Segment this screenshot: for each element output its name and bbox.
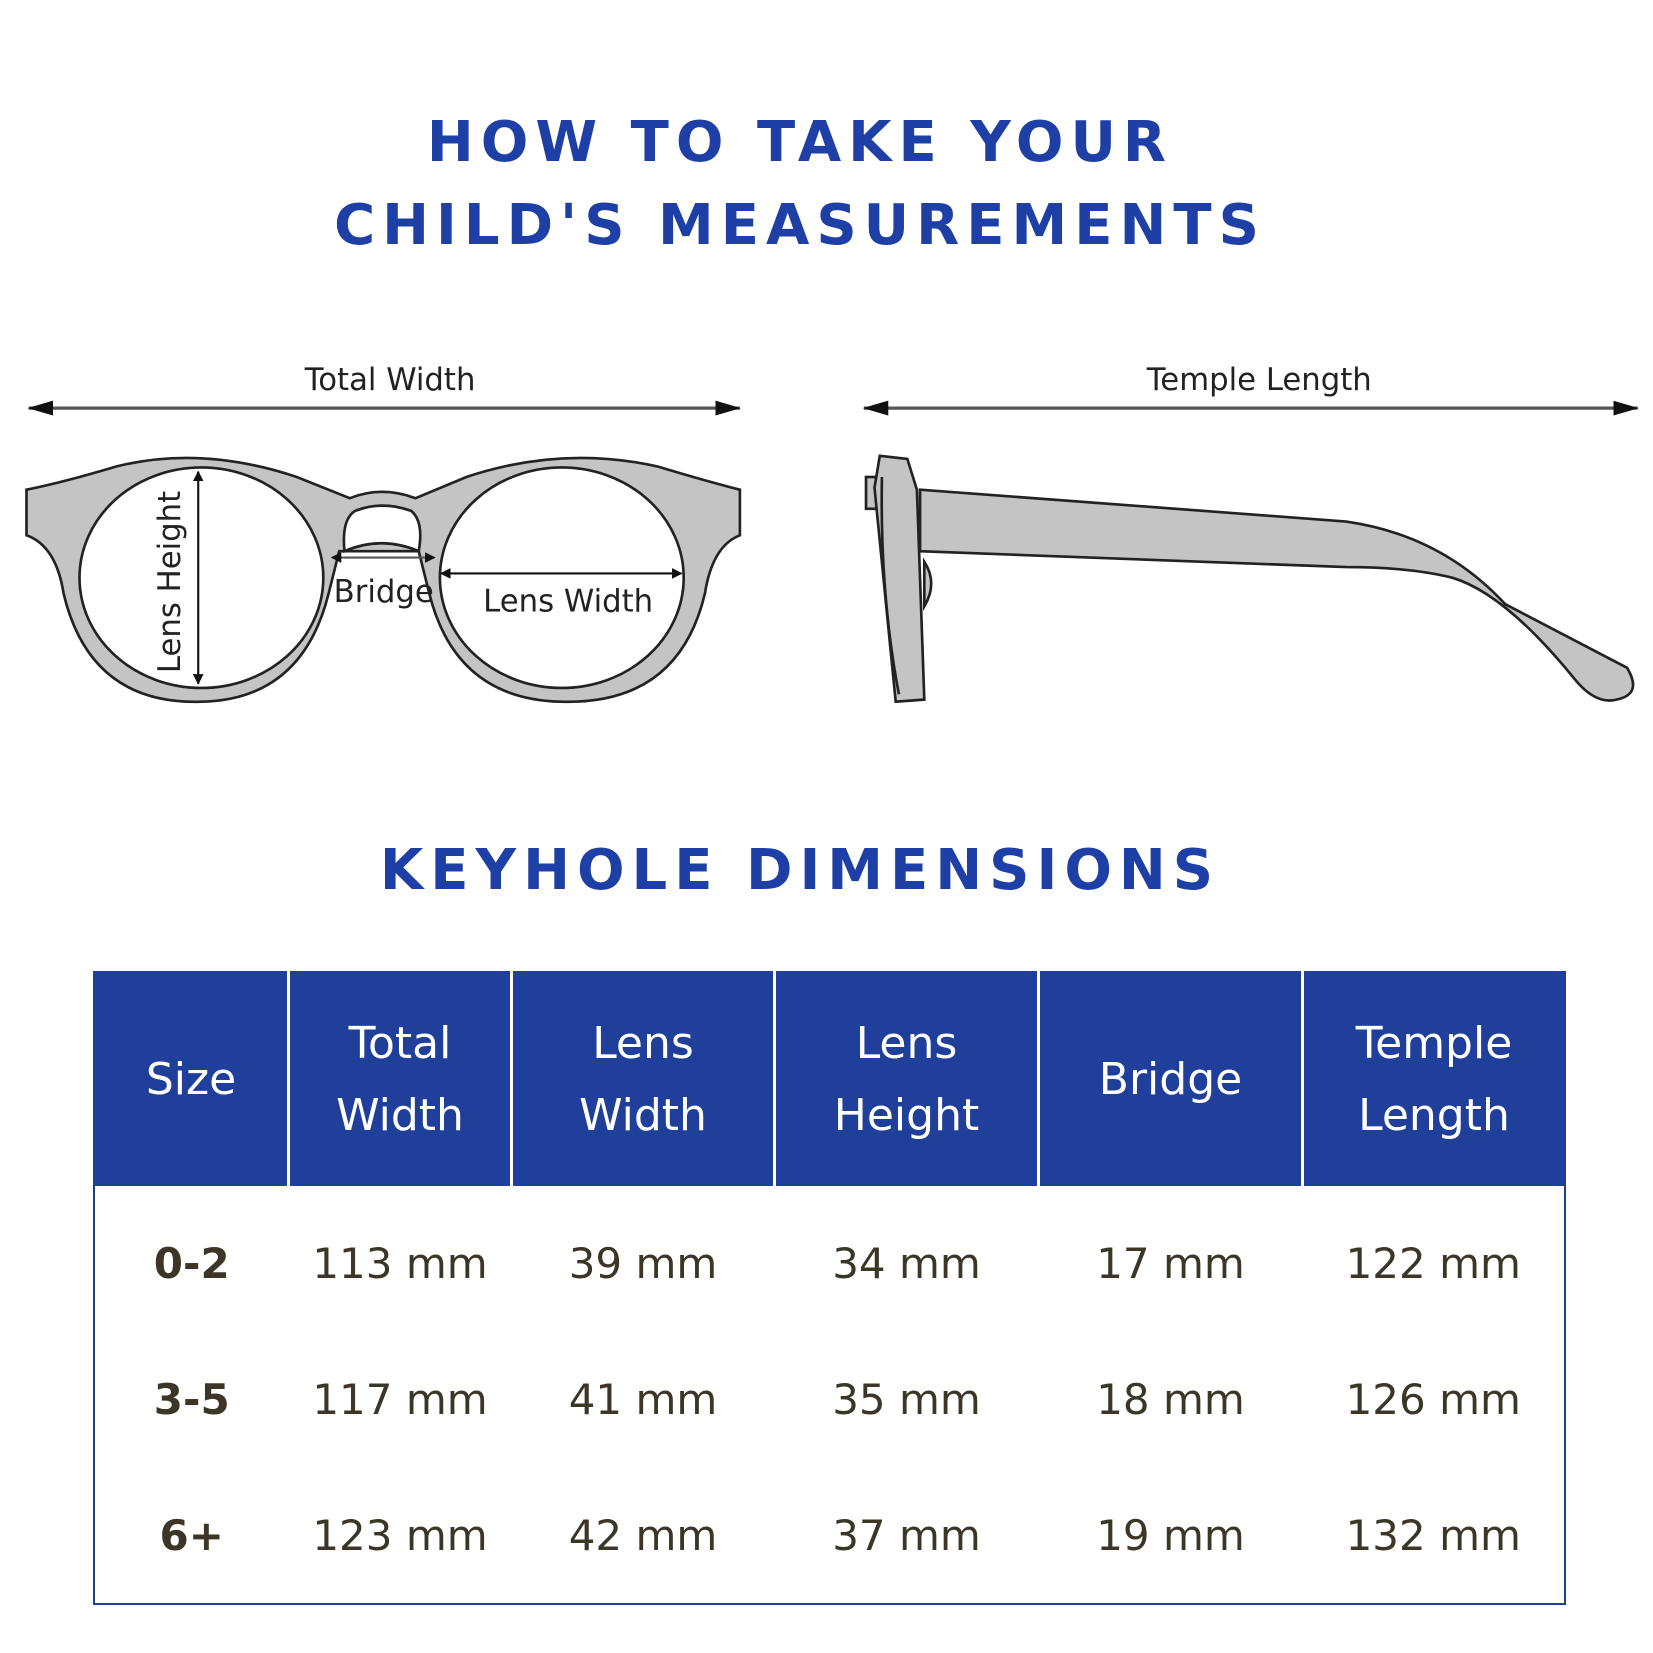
total-width-cell: 113 mm [312, 1238, 488, 1288]
total-width-cell: 123 mm [312, 1510, 488, 1560]
size-cell: 6+ [159, 1510, 224, 1560]
size-cell: 0-2 [153, 1238, 230, 1288]
table-row: 6+ 123 mm 42 mm 37 mm 19 mm 132 mm [94, 1467, 1565, 1604]
bridge-cell: 18 mm [1096, 1374, 1245, 1424]
column-header-bridge: Bridge [1037, 972, 1303, 1186]
lens-height-cell: 34 mm [832, 1238, 981, 1288]
lens-height-label: Lens Height [152, 491, 188, 673]
temple-length-cell: 122 mm [1345, 1238, 1521, 1288]
lens-width-label: Lens Width [483, 584, 653, 620]
page-title-line-1: HOW TO TAKE YOUR [426, 110, 1174, 175]
total-width-label: Total Width [304, 362, 476, 398]
column-header-lens-height: Lens Height [773, 972, 1039, 1186]
dimensions-table: Size Total Width Lens Width Lens Height Bri… [93, 971, 1566, 1605]
lens-width-cell: 39 mm [568, 1238, 718, 1288]
table-row: 0-2 113 mm 39 mm 34 mm 17 mm 122 mm [94, 1186, 1565, 1331]
table-row: 3-5 117 mm 41 mm 35 mm 18 mm 126 mm [94, 1331, 1565, 1467]
temple-length-cell: 126 mm [1345, 1374, 1521, 1424]
column-header-temple-length: Temple Length [1301, 972, 1565, 1186]
temple-length-cell: 132 mm [1345, 1510, 1521, 1560]
front-view-glasses: Total Width Lens Height Bridge Lens Widt… [25, 362, 742, 704]
bridge-cell: 19 mm [1096, 1510, 1245, 1560]
total-width-cell: 117 mm [312, 1374, 488, 1424]
bridge-label: Bridge [334, 574, 434, 610]
lens-width-cell: 41 mm [568, 1374, 718, 1424]
section-title: KEYHOLE DIMENSIONS [379, 838, 1221, 903]
column-header-size: Size [94, 972, 289, 1186]
size-cell: 3-5 [153, 1374, 230, 1424]
temple-length-label: Temple Length [1146, 362, 1372, 398]
side-view-glasses: Temple Length [862, 362, 1639, 704]
lens-width-cell: 42 mm [568, 1510, 718, 1560]
column-header-total-width: Total Width [287, 972, 512, 1186]
lens-height-cell: 37 mm [832, 1510, 981, 1560]
lens-height-cell: 35 mm [832, 1374, 981, 1424]
glasses-measurement-diagram: Total Width Lens Height Bridge Lens Widt… [25, 362, 1639, 704]
column-header-lens-width: Lens Width [510, 972, 775, 1186]
bridge-cell: 17 mm [1096, 1238, 1245, 1288]
table-header-row: Size Total Width Lens Width Lens Height Bri… [94, 972, 1565, 1186]
page-title-line-2: CHILD'S MEASUREMENTS [334, 193, 1266, 258]
